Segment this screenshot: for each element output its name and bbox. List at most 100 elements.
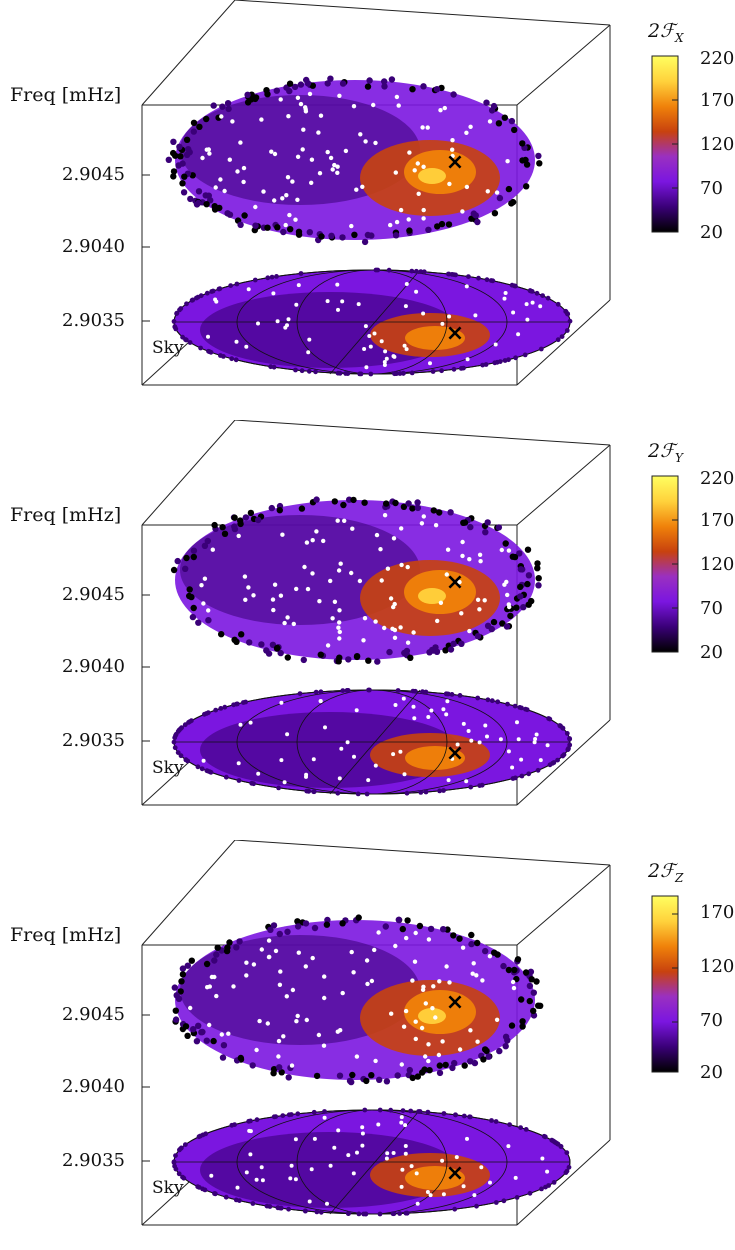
cloud-edge-point (516, 550, 523, 557)
cloud-edge-point (409, 86, 416, 93)
sky-edge-point (513, 355, 518, 361)
sample-point (447, 980, 452, 985)
sample-point (475, 597, 481, 602)
sky-edge-point (416, 1109, 421, 1114)
sky-edge-point (409, 268, 415, 274)
cloud-edge-point (386, 648, 393, 656)
y-axis-label: Freq [mHz] (10, 504, 122, 526)
sample-point (423, 1054, 428, 1059)
cloud-edge-point (218, 631, 225, 638)
cloud-edge-point (409, 505, 416, 512)
sky-sample-point (286, 317, 291, 322)
sample-point (419, 1025, 425, 1031)
cloud-edge-point (383, 1078, 391, 1085)
sample-point (405, 564, 410, 570)
sky-edge-point (213, 707, 219, 713)
box-edge (234, 840, 611, 866)
sky-edge-point (564, 1168, 570, 1174)
cloud-edge-point (173, 992, 180, 999)
sky-edge-point (453, 1112, 458, 1118)
sample-point (235, 169, 240, 174)
cloud-edge-point (509, 198, 517, 206)
sky-edge-point (565, 746, 571, 752)
cloud-edge-point (269, 641, 277, 648)
cloud-edge-point (231, 525, 239, 533)
sky-edge-point (522, 352, 528, 358)
sky-sample-point (464, 779, 469, 784)
sample-point (304, 1017, 309, 1023)
cloud-edge-point (351, 231, 358, 238)
sky-edge-point (236, 778, 242, 783)
cloud-edge-point (496, 1047, 503, 1055)
cloud-edge-point (313, 1072, 321, 1080)
sky-edge-point (559, 334, 565, 339)
sky-edge-point (173, 1153, 178, 1158)
cloud-edge-point (505, 966, 513, 974)
sky-sample-point (360, 1125, 365, 1130)
cloud-edge-point (195, 188, 203, 195)
cloud-edge-point (416, 922, 424, 930)
cloud-edge-point (517, 583, 524, 591)
cloud-edge-point (231, 514, 238, 521)
colorbar-tick: 220 (700, 468, 735, 489)
sky-edge-point (567, 736, 572, 741)
cloud-edge-point (190, 119, 198, 127)
sky-sample-point (346, 1153, 351, 1158)
sample-point (392, 635, 398, 640)
cloud-edge-point (519, 157, 526, 164)
sample-point (321, 538, 326, 544)
sample-point (332, 162, 337, 168)
sample-point (336, 625, 341, 630)
cloud-edge-point (494, 951, 501, 958)
cloud-edge-point (523, 183, 530, 190)
cloud-edge-point (190, 1026, 197, 1033)
sky-edge-point (506, 357, 511, 363)
sky-edge-point (392, 371, 398, 376)
cloud-edge-point (199, 1028, 206, 1036)
y-tick-label: 2.9035 (62, 730, 125, 751)
sample-point (477, 552, 483, 557)
cloud-edge-point (339, 80, 347, 87)
sample-point (335, 164, 340, 169)
cloud-edge-point (247, 509, 255, 517)
sample-point (423, 1001, 428, 1006)
cloud-edge-point (355, 914, 362, 921)
sample-point (388, 596, 394, 601)
cloud-edge-point (407, 654, 414, 661)
y-axis-label: Freq [mHz] (10, 84, 122, 106)
sky-sample-point (244, 1170, 249, 1175)
plot-canvas: ×× (141, 840, 679, 1226)
sample-point (431, 984, 436, 989)
cloud-edge-point (450, 640, 457, 647)
sample-point (296, 950, 301, 955)
sky-edge-point (420, 689, 425, 695)
sky-sample-point (402, 772, 407, 777)
sky-edge-point (449, 272, 455, 277)
sample-point (405, 640, 411, 645)
sample-point (421, 514, 426, 519)
cloud-edge-point (350, 496, 357, 504)
sample-point (280, 196, 285, 201)
sample-point (478, 559, 483, 564)
sky-edge-point (180, 334, 186, 340)
sky-edge-point (377, 1107, 383, 1113)
sample-point (328, 155, 334, 161)
sample-point (398, 625, 403, 630)
sample-point (283, 222, 288, 228)
cloud-edge-point (533, 978, 540, 985)
sample-point (310, 571, 315, 576)
cloud-edge-point (177, 153, 184, 160)
sky-sample-point (461, 1184, 466, 1189)
colorbar-title-main: 2ℱ (648, 20, 676, 42)
cloud-edge-point (480, 1056, 487, 1063)
peak-marker: × (446, 570, 464, 595)
sample-point (433, 523, 439, 528)
sample-point (310, 955, 315, 961)
sky-edge-point (358, 371, 364, 377)
sky-sample-point (483, 723, 488, 728)
sky-sample-point (325, 299, 330, 304)
sample-point (351, 970, 356, 975)
cloud-edge-point (170, 566, 178, 574)
box-edge (516, 1139, 611, 1226)
cloud-edge-point (205, 617, 212, 624)
